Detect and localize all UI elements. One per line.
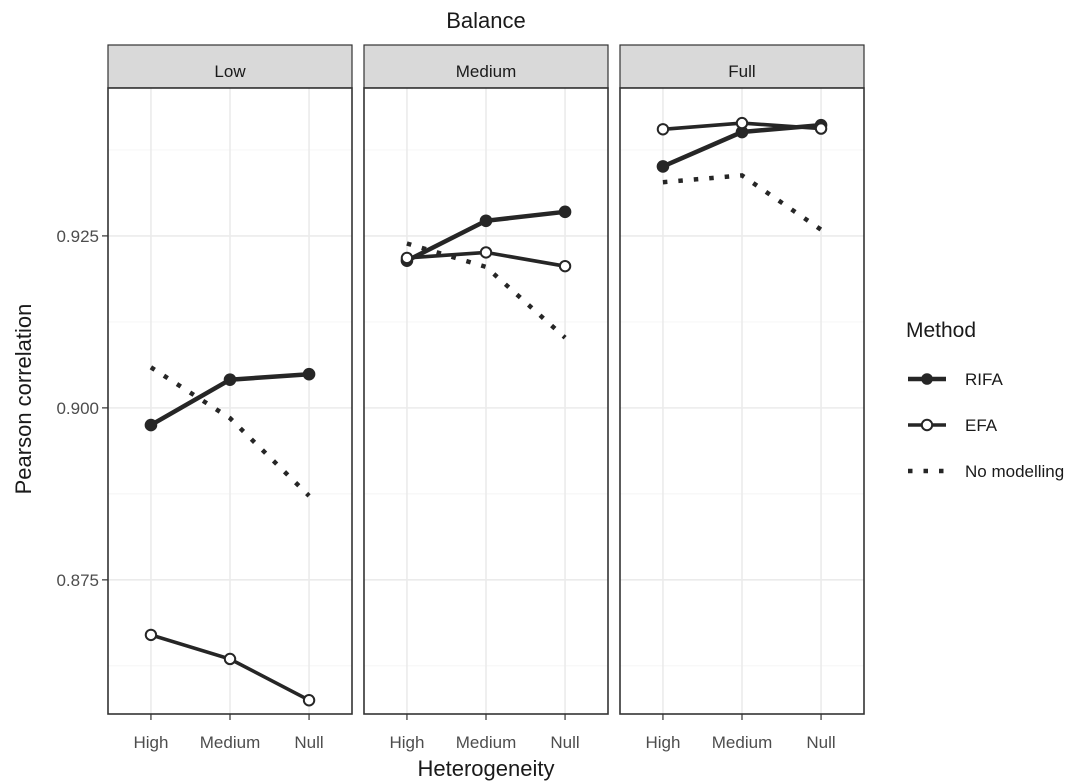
data-point-efa [400, 251, 414, 265]
facet-title: Balance [446, 8, 526, 33]
data-point-rifa [144, 418, 158, 432]
data-point-efa [656, 123, 670, 136]
data-point-efa [302, 694, 316, 707]
x-tick-label: High [133, 733, 168, 752]
facet-strip-label: Full [728, 62, 755, 81]
data-point-rifa [656, 160, 670, 173]
legend-key-marker [921, 373, 933, 385]
facet-panel-medium: Medium High Medium Null [363, 44, 609, 752]
facet-strip-label: Low [214, 62, 246, 81]
x-tick-label: Medium [456, 733, 516, 752]
x-tick-label: Null [550, 733, 579, 752]
x-tick-label: Medium [200, 733, 260, 752]
x-tick-label: Medium [712, 733, 772, 752]
x-tick-label: Null [294, 733, 323, 752]
data-point-efa [735, 116, 749, 130]
data-point-efa [144, 628, 158, 642]
legend-item-rifa: RIFA [908, 370, 1003, 389]
series-line-no-modelling [662, 173, 823, 232]
legend-label: No modelling [965, 462, 1064, 481]
data-point-efa [558, 259, 572, 273]
legend-item-no-modelling: No modelling [908, 462, 1064, 481]
legend-label: EFA [965, 416, 998, 435]
data-point-efa [814, 122, 828, 135]
data-point-efa [223, 652, 237, 666]
x-axis-title: Heterogeneity [418, 756, 555, 781]
legend-label: RIFA [965, 370, 1003, 389]
data-point-rifa [302, 367, 316, 381]
facet-strip [363, 44, 609, 89]
y-tick-label: 0.900 [56, 399, 99, 418]
facet-strip [107, 44, 353, 89]
facet-strip [619, 44, 865, 89]
data-point-rifa [479, 214, 493, 228]
y-tick-label: 0.875 [56, 571, 99, 590]
data-point-efa [479, 246, 493, 259]
y-tick-label: 0.925 [56, 227, 99, 246]
facet-panel-low: Low High Medium Null 0.875 0.900 0.925 [56, 44, 353, 752]
x-tick-label: High [645, 733, 680, 752]
facet-strip-label: Medium [456, 62, 516, 81]
legend-key-marker [920, 418, 934, 432]
data-point-rifa [223, 373, 237, 386]
x-tick-label: High [389, 733, 424, 752]
y-axis-title: Pearson correlation [11, 304, 36, 495]
x-tick-label: Null [806, 733, 835, 752]
series-line-no-modelling [149, 365, 311, 498]
legend: Method RIFA EFA No modelling [906, 319, 1064, 481]
data-point-rifa [558, 205, 572, 219]
legend-item-efa: EFA [908, 416, 998, 435]
legend-title: Method [906, 319, 976, 342]
facet-panel-full: Full High Medium Null [619, 44, 865, 752]
